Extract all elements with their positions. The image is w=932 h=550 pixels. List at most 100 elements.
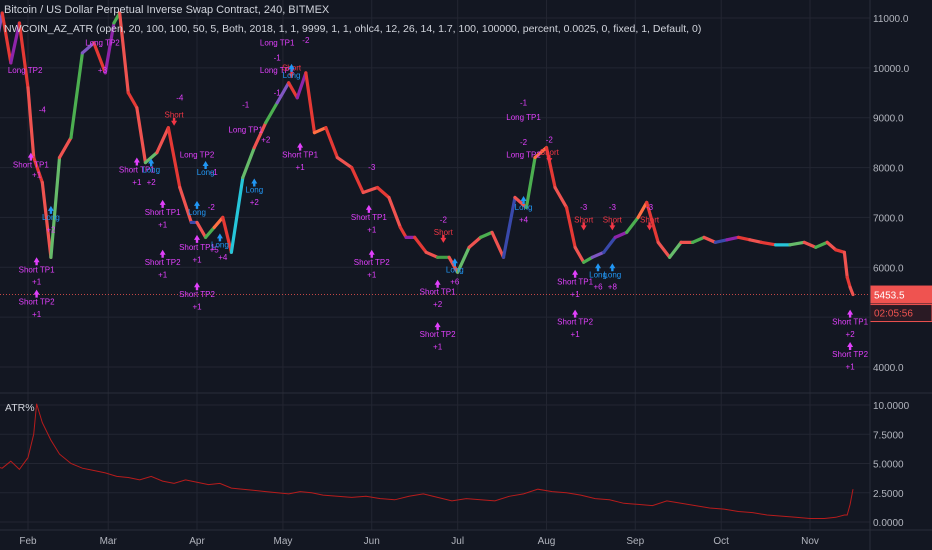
take-profit-arrow-icon <box>33 289 40 298</box>
price-segment <box>788 240 806 247</box>
price-segment <box>645 200 660 244</box>
price-segment <box>295 71 308 100</box>
signal-label: Short TP1 <box>179 243 215 252</box>
atr-series <box>0 403 854 519</box>
signal-label: -1 <box>274 88 282 97</box>
signal-label: Short <box>640 215 660 224</box>
signal-label: Short <box>165 111 185 120</box>
short-arrow-icon <box>609 222 616 231</box>
price-segment <box>398 225 408 239</box>
long-arrow-icon <box>202 161 209 170</box>
signal-label: -3 <box>580 203 588 212</box>
signal-label: Long <box>142 166 160 175</box>
price-segment <box>490 230 506 259</box>
take-profit-arrow-icon <box>159 199 166 208</box>
signal-label: +6 <box>593 283 603 292</box>
take-profit-arrow-icon <box>133 157 140 166</box>
short-arrow-icon <box>171 117 178 126</box>
price-segment <box>702 235 718 244</box>
price-segment <box>602 235 617 254</box>
price-segment <box>126 91 139 110</box>
price-segment <box>636 200 649 220</box>
signal-label: +8 <box>608 283 618 292</box>
signal-label: +2 <box>261 136 271 145</box>
price-tick-label: 7000.0 <box>873 213 904 224</box>
signal-label: -1 <box>274 53 282 62</box>
price-segment <box>118 11 130 95</box>
price-segment <box>478 230 494 239</box>
axes: 11000.010000.09000.08000.07000.06000.050… <box>19 14 932 547</box>
signal-label: +1 <box>367 270 377 279</box>
price-segment <box>40 180 53 259</box>
price-segment <box>713 238 729 244</box>
signal-label: -2 <box>208 203 216 212</box>
price-segment <box>350 165 365 195</box>
price-segment <box>842 250 849 279</box>
atr-line <box>0 403 854 519</box>
signal-label: +1 <box>132 178 142 187</box>
signal-label: +4 <box>218 253 228 262</box>
signal-label: Short TP1 <box>420 288 456 297</box>
take-profit-arrow-icon <box>194 234 201 243</box>
signal-label: Long TP1 <box>260 38 295 47</box>
atr-tick-label: 10.0000 <box>873 401 910 412</box>
signal-label: Long <box>211 240 229 249</box>
price-segment <box>748 238 763 244</box>
price-timer-value: 02:05:56 <box>874 309 913 320</box>
price-segment <box>825 240 838 252</box>
price-segment <box>166 126 182 190</box>
long-arrow-icon <box>251 178 258 187</box>
signal-label: Long <box>283 71 301 80</box>
price-segment <box>501 195 517 259</box>
take-profit-arrow-icon <box>33 257 40 266</box>
signal-label: -2 <box>520 138 528 147</box>
long-arrow-icon <box>288 63 295 72</box>
atr-tick-label: 5.0000 <box>873 460 904 471</box>
time-tick-label: Nov <box>801 536 819 547</box>
signal-label: Short TP1 <box>557 278 593 287</box>
price-tag-box <box>870 285 932 304</box>
signal-label: Short <box>574 215 594 224</box>
signal-label: Short TP1 <box>13 161 49 170</box>
price-series <box>0 11 870 297</box>
signal-label: Short TP1 <box>282 151 318 160</box>
signal-label: +1 <box>32 278 42 287</box>
signal-label: -1 <box>211 168 219 177</box>
signal-label: +2 <box>433 300 443 309</box>
price-segment <box>241 146 256 180</box>
signal-label: -1 <box>242 101 250 110</box>
atr-tick-label: 7.5000 <box>873 430 904 441</box>
take-profit-arrow-icon <box>365 204 372 213</box>
signal-label: Long TP2 <box>260 66 295 75</box>
price-segment <box>814 240 829 249</box>
price-tick-label: 11000.0 <box>873 14 909 25</box>
price-tick-label: 9000.0 <box>873 114 904 125</box>
price-segment <box>203 225 216 239</box>
signal-label: Short <box>434 228 454 237</box>
signal-label: Long <box>515 203 533 212</box>
long-arrow-icon <box>216 233 223 242</box>
long-arrow-icon <box>47 205 54 214</box>
take-profit-arrow-icon <box>194 282 201 291</box>
signal-label: -3 <box>646 203 654 212</box>
price-segment <box>103 21 116 75</box>
signal-label: -4 <box>176 93 184 102</box>
signal-label: -1 <box>520 98 528 107</box>
signal-label: Long <box>446 265 464 274</box>
price-segment <box>0 11 4 34</box>
price-segment <box>32 156 44 185</box>
signal-label: Short TP2 <box>832 350 868 359</box>
price-segment <box>178 185 193 225</box>
signal-label: Short TP1 <box>145 208 181 217</box>
price-segment <box>275 81 291 105</box>
study-title: NWCOIN_AZ_ATR (open, 20, 100, 100, 50, 5… <box>4 23 702 35</box>
grid <box>0 0 870 530</box>
signal-label: Long <box>245 186 263 195</box>
time-tick-label: Sep <box>626 536 644 547</box>
signal-label: Short TP2 <box>179 290 215 299</box>
price-segment <box>57 136 73 160</box>
price-tick-label: 4000.0 <box>873 363 904 374</box>
signal-label: Short TP2 <box>420 330 456 339</box>
signal-label: Short <box>540 148 560 157</box>
